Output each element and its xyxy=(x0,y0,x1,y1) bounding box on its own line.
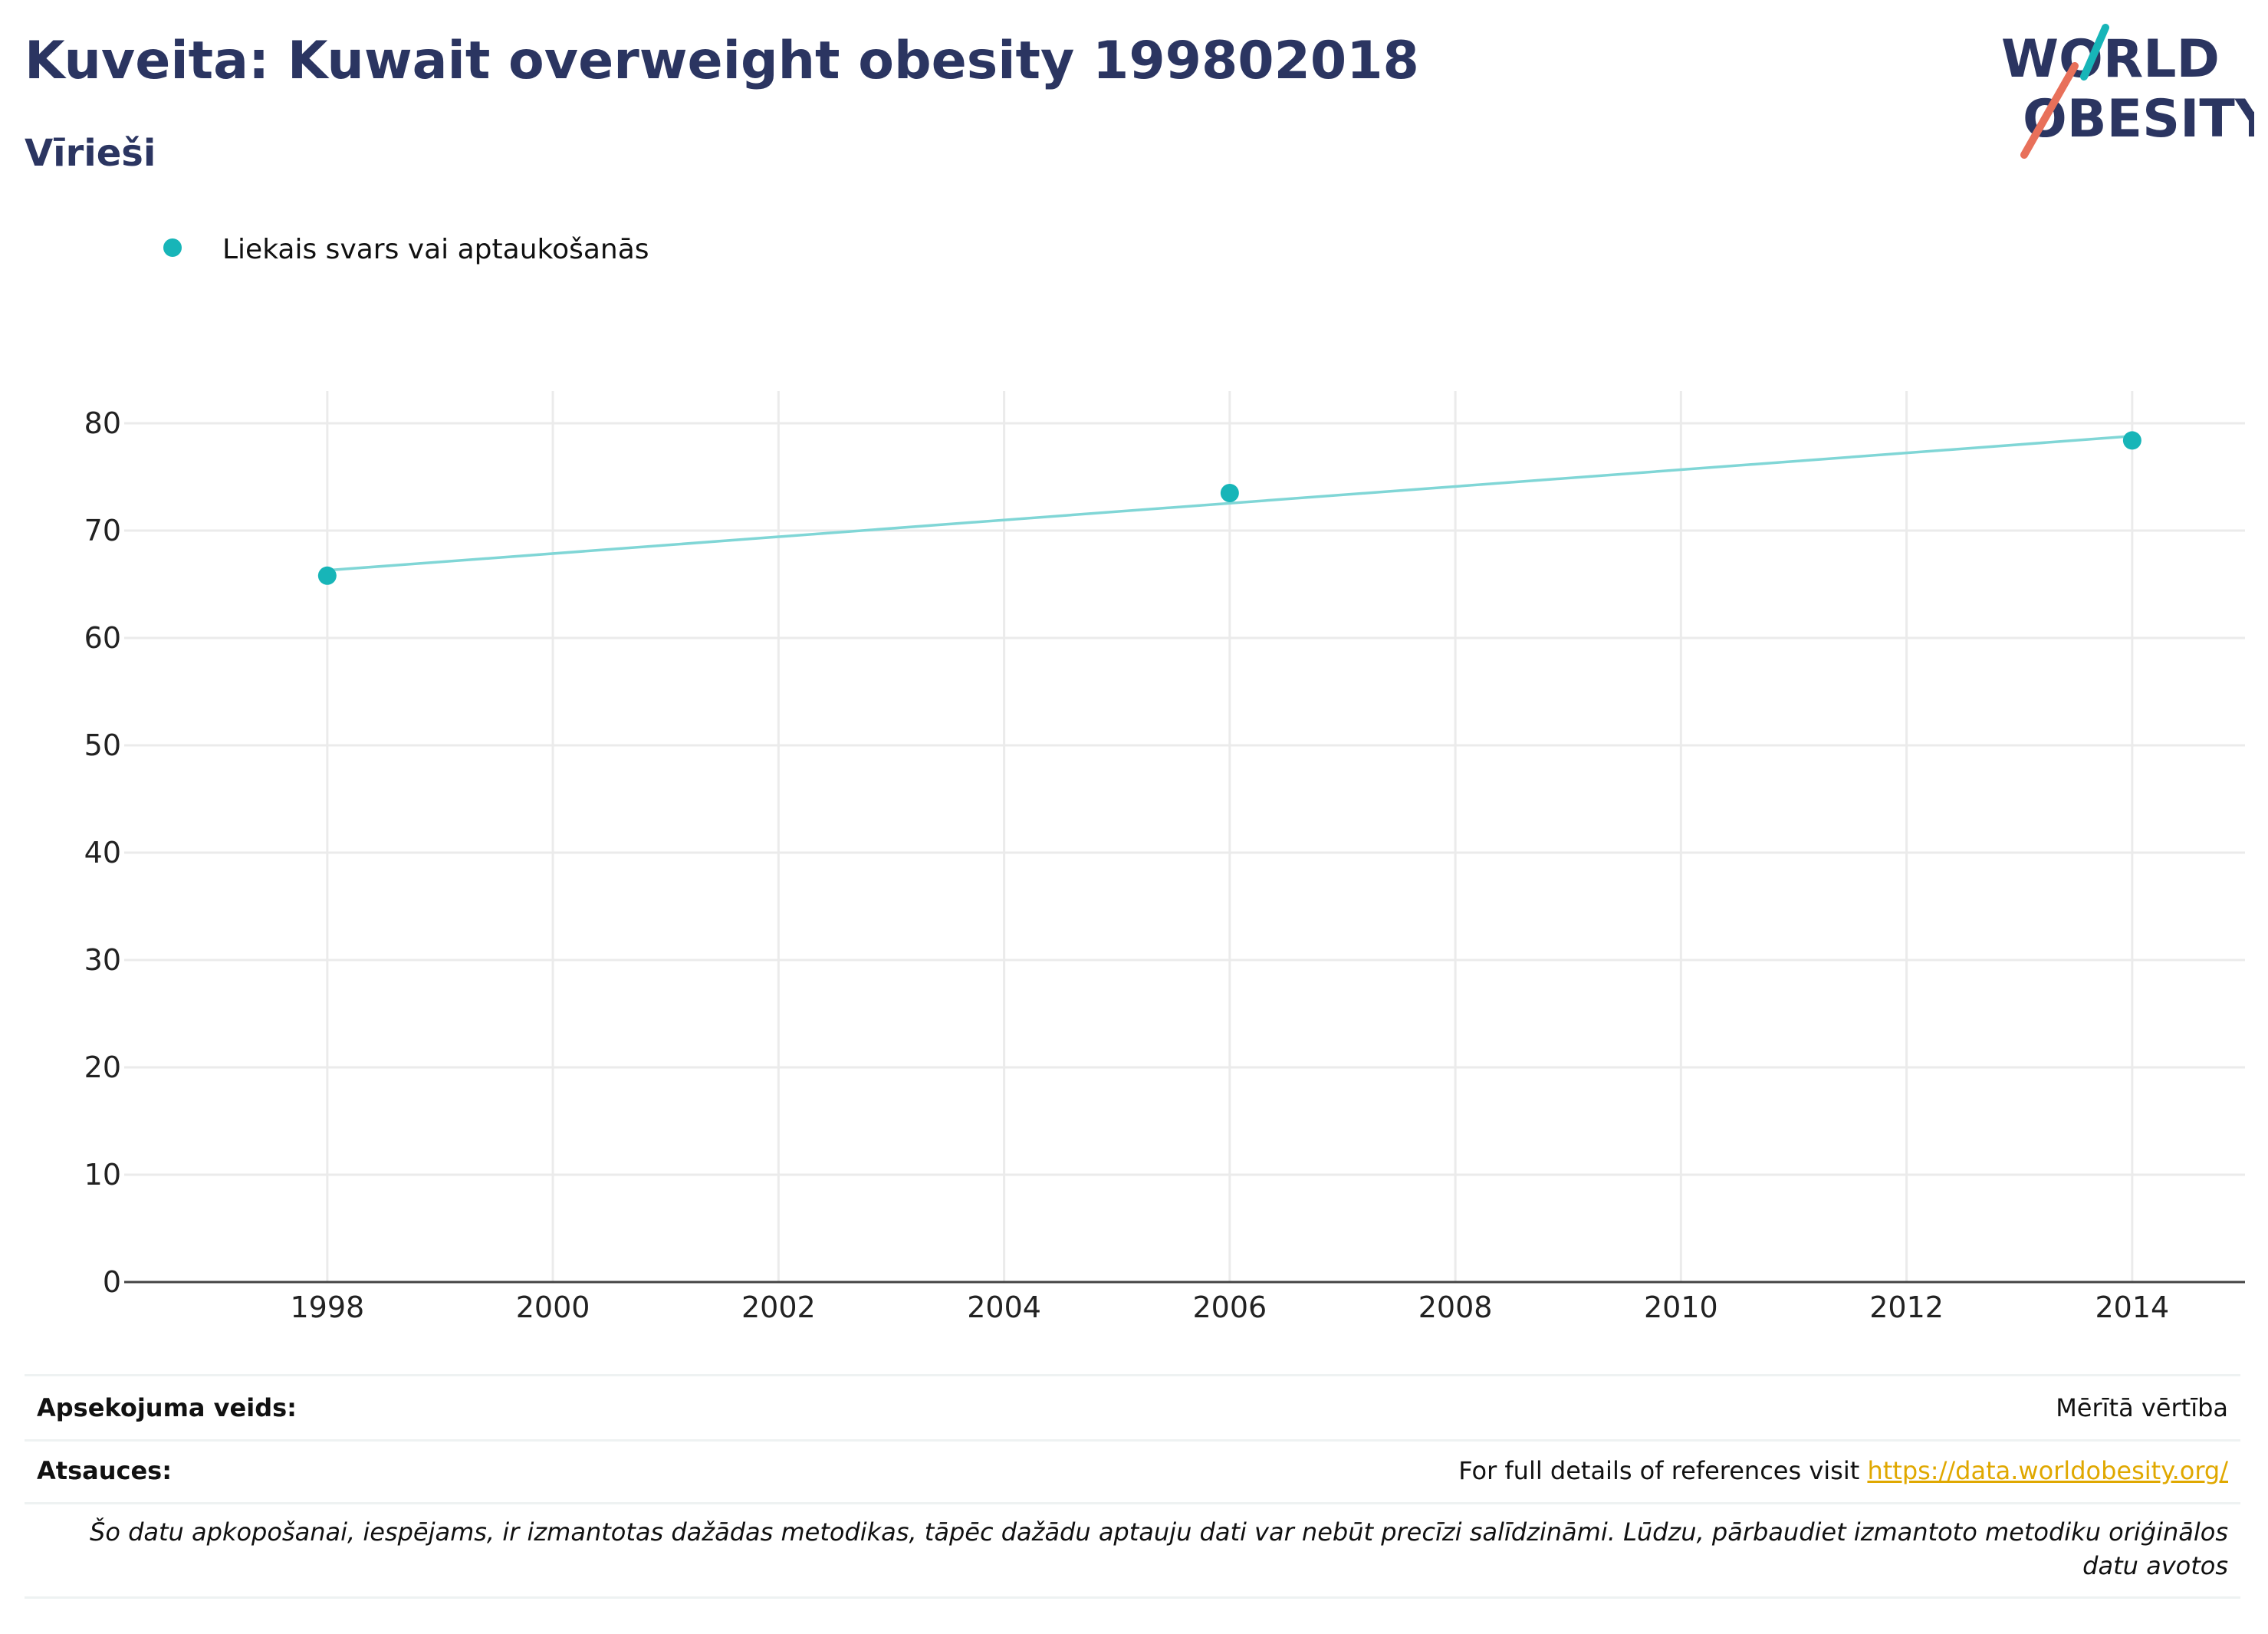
x-tick-label: 2000 xyxy=(516,1290,590,1324)
y-tick-label: 20 xyxy=(84,1050,121,1084)
survey-type-label: Apsekojuma veids: xyxy=(37,1393,297,1422)
references-label: Atsauces: xyxy=(37,1456,172,1485)
methodology-note-row: Šo datu apkopošanai, iespējams, ir izman… xyxy=(25,1504,2240,1599)
methodology-note: Šo datu apkopošanai, iespējams, ir izman… xyxy=(90,1517,2228,1580)
y-tick-label: 40 xyxy=(84,836,121,870)
y-tick-label: 50 xyxy=(84,728,121,762)
grid xyxy=(124,391,2245,1282)
y-tick-label: 60 xyxy=(84,621,121,655)
y-tick-label: 80 xyxy=(84,406,121,440)
logo-line2: OBESITY xyxy=(2023,89,2254,150)
data-point xyxy=(2122,431,2141,450)
references-value: For full details of references visit htt… xyxy=(1458,1456,2228,1485)
x-tick-label: 2004 xyxy=(967,1290,1041,1324)
data-points xyxy=(317,431,2141,585)
x-tick-label: 2012 xyxy=(1869,1290,1944,1324)
x-tick-label: 2014 xyxy=(2095,1290,2170,1324)
data-point xyxy=(1220,484,1239,502)
page-subtitle: Vīrieši xyxy=(25,132,156,175)
y-tick-label: 70 xyxy=(84,514,121,547)
survey-type-row: Apsekojuma veids: Mērītā vērtība xyxy=(25,1374,2240,1442)
references-row: Atsauces: For full details of references… xyxy=(25,1439,2240,1504)
references-text: For full details of references visit xyxy=(1458,1456,1860,1485)
y-tick-label: 10 xyxy=(84,1158,121,1192)
logo-line1: WORLD xyxy=(2001,29,2220,90)
trendline xyxy=(327,435,2133,572)
x-tick-label: 1998 xyxy=(290,1290,364,1324)
x-tick-label: 2006 xyxy=(1192,1290,1267,1324)
world-obesity-logo: WORLD OBESITY xyxy=(2001,24,2254,159)
logo-coral-slash xyxy=(2020,62,2079,159)
logo-teal-slash xyxy=(2080,24,2109,81)
x-tick-label: 2010 xyxy=(1644,1290,1718,1324)
references-link[interactable]: https://data.worldobesity.org/ xyxy=(1867,1456,2228,1485)
legend: Liekais svars vai aptaukošanās xyxy=(163,234,649,265)
axes: 0 10 20 30 40 50 60 70 80 1998 2000 2002 2004 2006 200… xyxy=(84,406,2245,1324)
survey-type-value: Mērītā vērtība xyxy=(2056,1393,2228,1422)
x-tick-label: 2008 xyxy=(1418,1290,1493,1324)
legend-marker xyxy=(163,238,182,257)
trendline-layer xyxy=(327,435,2133,572)
chart: Liekais svars vai aptaukošanās 0 10 20 30 40… xyxy=(84,234,2245,1324)
y-tick-label: 30 xyxy=(84,943,121,977)
legend-label: Liekais svars vai aptaukošanās xyxy=(222,234,649,265)
y-tick-label: 0 xyxy=(103,1265,121,1299)
data-point xyxy=(317,566,337,585)
page-title: Kuveita: Kuwait overweight obesity 19980… xyxy=(25,31,1419,91)
x-tick-label: 2002 xyxy=(741,1290,816,1324)
